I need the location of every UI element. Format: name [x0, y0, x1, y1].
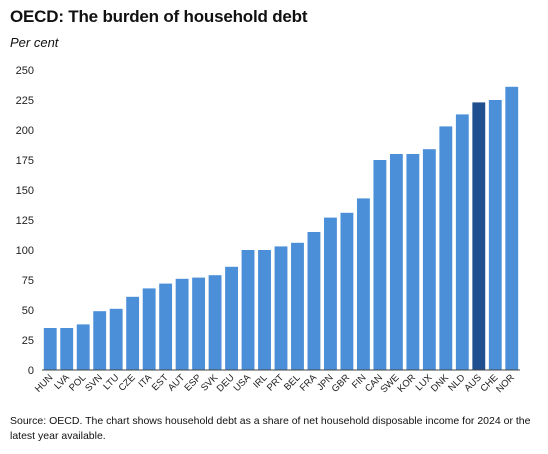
chart-title: OECD: The burden of household debt [10, 7, 308, 26]
bar-lux [422, 149, 436, 370]
bar-est [159, 283, 173, 370]
x-tick-label: BEL [282, 372, 302, 392]
bar-swe [389, 154, 403, 370]
bar-pol [76, 324, 90, 370]
bar-gbr [340, 212, 354, 370]
bar-nld [455, 114, 469, 371]
y-tick-label: 100 [16, 245, 34, 257]
bar-jpn [324, 217, 337, 370]
x-tick-label: GBR [330, 372, 352, 394]
bar-aus [472, 102, 486, 371]
bar-nor [505, 86, 519, 371]
bar-kor [406, 154, 420, 370]
bar-aut [175, 278, 189, 370]
bar-fra [307, 232, 321, 370]
bar-esp [192, 277, 206, 370]
x-tick-label: NOR [494, 372, 517, 395]
source-note: Source: OECD. The chart shows household … [10, 415, 531, 442]
x-tick-label: CZE [117, 372, 138, 393]
bar-che [488, 100, 502, 370]
y-tick-label: 175 [16, 155, 34, 167]
y-tick-label: 200 [16, 125, 34, 137]
y-tick-label: 150 [16, 185, 34, 197]
y-tick-label: 125 [16, 215, 34, 227]
bar-lva [60, 328, 74, 370]
bar-fin [356, 198, 370, 370]
y-tick-label: 225 [16, 95, 34, 107]
bar-dnk [439, 126, 453, 371]
bar-cze [126, 296, 140, 370]
bar-svn [93, 311, 107, 370]
bar-hun [43, 328, 57, 370]
bar-ita [142, 288, 156, 370]
bar-irl [258, 250, 271, 370]
y-tick-label: 0 [28, 365, 34, 377]
bar-deu [225, 266, 238, 370]
x-tick-label: LTU [101, 372, 121, 392]
bar-can [373, 160, 387, 370]
y-tick-label: 25 [22, 335, 34, 347]
y-tick-label: 75 [22, 275, 34, 287]
bar-svk [208, 275, 222, 370]
bar-prt [274, 246, 288, 370]
y-tick-label: 250 [16, 65, 34, 77]
bar-usa [241, 250, 255, 370]
unit-label: Per cent [10, 35, 59, 50]
bar-ltu [109, 308, 123, 370]
y-tick-label: 50 [22, 305, 34, 317]
bar-bel [291, 242, 304, 370]
